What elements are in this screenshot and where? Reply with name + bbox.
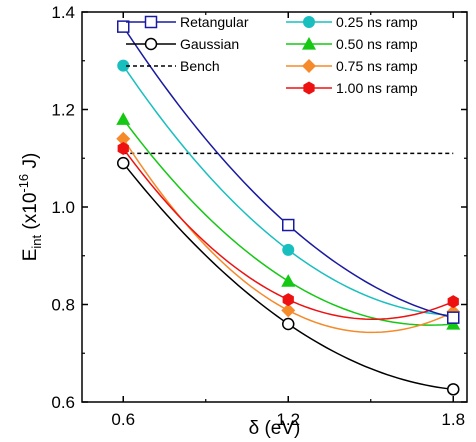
legend: Retangular Gaussian Bench 0.25 ns ramp 0.50 … <box>126 14 418 96</box>
x-tick-label: 1.8 <box>441 410 465 429</box>
y-label-unit: J) <box>20 153 41 174</box>
y-tick-label: 1.2 <box>51 101 75 120</box>
legend-label: 1.00 ns ramp <box>336 80 418 96</box>
legend-marker <box>303 16 315 28</box>
legend-label: 0.50 ns ramp <box>336 36 418 52</box>
series-retangular <box>117 20 460 324</box>
y-tick-label: 1.0 <box>51 198 75 217</box>
legend-marker <box>302 37 316 50</box>
legend-label: 0.75 ns ramp <box>336 58 418 74</box>
y-axis-label: Eint (x10-16 J) <box>16 153 44 262</box>
y-label-superscript: -16 <box>16 174 31 193</box>
legend-marker <box>144 15 158 29</box>
data-point-gaussian <box>282 317 295 331</box>
series-1-00-ns-ramp <box>117 142 459 321</box>
data-point-1-00-ns-ramp <box>447 295 459 309</box>
legend-label: 0.25 ns ramp <box>336 14 418 30</box>
x-tick-label: 0.6 <box>111 410 135 429</box>
legend-item-1-00-ns-ramp: 1.00 ns ramp <box>286 80 418 96</box>
legend-marker <box>303 81 315 95</box>
legend-label: Retangular <box>180 14 249 30</box>
data-point-1-00-ns-ramp <box>282 293 294 307</box>
y-tick-label: 1.4 <box>51 3 75 22</box>
data-point-gaussian <box>447 383 460 396</box>
data-point-0-75-ns-ramp <box>116 131 131 146</box>
y-label-text: (x10 <box>20 193 41 235</box>
data-point-retangular <box>282 218 295 232</box>
data-point-0-25-ns-ramp <box>282 243 295 256</box>
y-label-base: E <box>20 249 41 262</box>
legend-item-gaussian: Gaussian <box>126 36 239 52</box>
series-gaussian <box>117 156 460 396</box>
y-tick-label: 0.8 <box>51 296 75 315</box>
legend-item-retangular: Retangular <box>126 14 249 30</box>
x-tick-label: 1.2 <box>276 410 300 429</box>
data-point-0-75-ns-ramp <box>281 303 296 318</box>
data-point-0-50-ns-ramp <box>116 112 131 125</box>
legend-item-0-50-ns-ramp: 0.50 ns ramp <box>286 36 418 52</box>
data-point-1-00-ns-ramp <box>117 142 129 155</box>
data-point-gaussian <box>117 156 130 170</box>
legend-marker <box>302 59 316 73</box>
data-point-0-25-ns-ramp <box>117 59 130 72</box>
y-label-subscript: int <box>29 234 44 248</box>
data-point-retangular <box>117 20 130 33</box>
axes: 0.6 1.2 1.8 0.6 0.8 1.0 1.2 1.4 δ (eV) Eint (x10-… <box>16 3 468 439</box>
x-axis-label: δ (eV) <box>249 418 301 439</box>
legend-label: Bench <box>180 58 220 74</box>
data-point-0-50-ns-ramp <box>281 274 296 287</box>
legend-label: Gaussian <box>180 36 239 52</box>
series-layer <box>116 20 461 396</box>
legend-marker <box>144 37 158 51</box>
legend-item-0-25-ns-ramp: 0.25 ns ramp <box>286 14 418 30</box>
legend-item-0-75-ns-ramp: 0.75 ns ramp <box>286 58 418 74</box>
legend-item-bench: Bench <box>126 58 220 74</box>
data-point-retangular <box>447 311 460 324</box>
y-tick-label: 0.6 <box>51 393 75 412</box>
